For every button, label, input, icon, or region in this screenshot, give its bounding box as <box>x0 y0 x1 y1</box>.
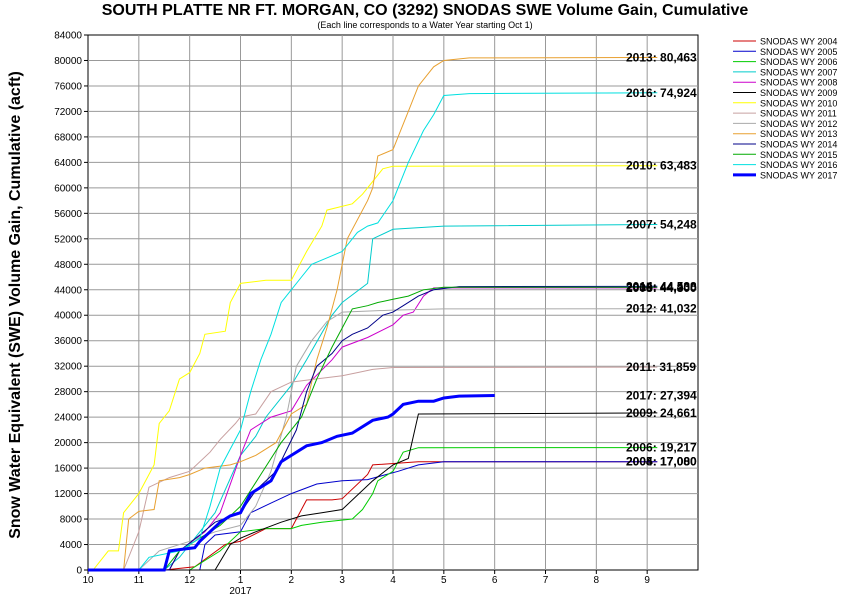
legend-label: SNODAS WY 2006 <box>760 57 837 67</box>
axes: 0 4000 8000 12000 16000 20000 24000 28000 32000 3… <box>54 31 650 598</box>
end-label: 2017: 27,394 <box>626 389 697 403</box>
x-tick-label: 8 <box>594 575 600 586</box>
x-tick-label: 5 <box>441 575 447 586</box>
x-year-label: 2017 <box>229 586 252 597</box>
end-label: 2008: 44,300 <box>626 281 697 295</box>
end-label: 2011: 31,859 <box>626 360 696 374</box>
x-tick-label: 9 <box>644 575 650 586</box>
chart-subtitle: (Each line corresponds to a Water Year s… <box>317 20 533 30</box>
legend-label: SNODAS WY 2017 <box>760 170 837 180</box>
end-label: 2010: 63,483 <box>626 159 697 173</box>
end-label: 2007: 54,248 <box>626 217 697 231</box>
y-tick-label: 12000 <box>54 489 82 500</box>
legend-label: SNODAS WY 2010 <box>760 98 837 108</box>
end-label: 2006: 19,217 <box>626 441 697 455</box>
series-line-snodas-wy-2008 <box>88 287 658 571</box>
y-tick-label: 52000 <box>54 234 82 245</box>
y-tick-label: 44000 <box>54 285 82 296</box>
series-line-snodas-wy-2010 <box>88 165 658 571</box>
series-line-snodas-wy-2016 <box>88 92 658 571</box>
legend-label: SNODAS WY 2011 <box>760 109 837 119</box>
y-tick-label: 84000 <box>54 31 82 42</box>
series-line-snodas-wy-2006 <box>88 447 658 571</box>
x-tick-label: 12 <box>184 575 196 586</box>
series-line-snodas-wy-2009 <box>88 412 658 571</box>
legend-label: SNODAS WY 2004 <box>760 37 837 47</box>
legend-label: SNODAS WY 2016 <box>760 160 837 170</box>
series-line-snodas-wy-2014 <box>88 285 658 571</box>
x-tick-label: 10 <box>82 575 94 586</box>
legend-label: SNODAS WY 2015 <box>760 150 837 160</box>
end-label: 2009: 24,661 <box>626 406 697 420</box>
x-tick-label: 1 <box>238 575 244 586</box>
y-tick-label: 68000 <box>54 132 82 143</box>
y-tick-label: 20000 <box>54 438 82 449</box>
chart-title: SOUTH PLATTE NR FT. MORGAN, CO (3292) SN… <box>101 2 749 19</box>
y-tick-label: 80000 <box>54 56 82 67</box>
y-tick-label: 36000 <box>54 336 82 347</box>
end-label: 2016: 74,924 <box>626 86 697 100</box>
end-label: 2004: 17,000 <box>626 455 697 469</box>
y-tick-label: 4000 <box>60 540 83 551</box>
y-tick-label: 48000 <box>54 260 82 271</box>
legend-label: SNODAS WY 2005 <box>760 47 837 57</box>
legend-label: SNODAS WY 2012 <box>760 119 837 129</box>
y-tick-label: 60000 <box>54 183 82 194</box>
end-label: 2014: 44,538 <box>626 279 697 293</box>
y-tick-label: 64000 <box>54 158 82 169</box>
series-line-snodas-wy-2012 <box>88 308 658 571</box>
x-tick-label: 3 <box>339 575 345 586</box>
y-tick-label: 76000 <box>54 81 82 92</box>
y-tick-label: 40000 <box>54 311 82 322</box>
y-tick-label: 0 <box>76 566 82 577</box>
x-tick-label: 6 <box>492 575 498 586</box>
grid <box>87 34 699 571</box>
series-line-snodas-wy-2015 <box>88 286 658 571</box>
legend-label: SNODAS WY 2014 <box>760 140 837 150</box>
series-line-snodas-wy-2011 <box>88 366 658 571</box>
end-label: 2012: 41,032 <box>626 302 697 316</box>
y-tick-label: 28000 <box>54 387 82 398</box>
x-tick-label: 4 <box>390 575 396 586</box>
end-label: 2013: 80,463 <box>626 51 697 65</box>
x-tick-label: 7 <box>543 575 549 586</box>
end-label: 2005: 17,080 <box>626 455 697 469</box>
series-line-snodas-wy-2017 <box>88 394 495 572</box>
legend-label: SNODAS WY 2013 <box>760 129 837 139</box>
legend-label: SNODAS WY 2009 <box>760 88 837 98</box>
series-line-snodas-wy-2005 <box>88 461 658 571</box>
y-tick-label: 24000 <box>54 413 82 424</box>
y-tick-label: 72000 <box>54 107 82 118</box>
legend-label: SNODAS WY 2008 <box>760 78 837 88</box>
end-label: 2015: 44,400 <box>626 280 697 294</box>
y-tick-label: 32000 <box>54 362 82 373</box>
series-line-snodas-wy-2004 <box>88 461 658 571</box>
y-tick-label: 56000 <box>54 209 82 220</box>
y-tick-label: 8000 <box>60 515 83 526</box>
legend-label: SNODAS WY 2007 <box>760 67 837 77</box>
x-tick-label: 2 <box>289 575 295 586</box>
y-tick-label: 16000 <box>54 464 82 475</box>
series-group <box>88 57 658 572</box>
x-tick-label: 11 <box>134 575 145 586</box>
